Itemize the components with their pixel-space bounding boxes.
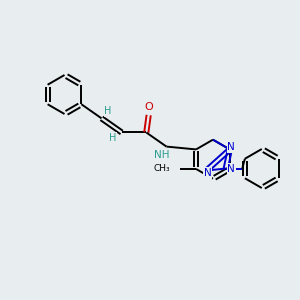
Text: N: N <box>227 164 235 173</box>
Text: NH: NH <box>154 150 170 160</box>
Text: N: N <box>204 168 212 178</box>
Text: H: H <box>109 133 116 143</box>
Text: H: H <box>104 106 112 116</box>
Text: O: O <box>144 102 153 112</box>
Text: CH₃: CH₃ <box>153 164 170 173</box>
Text: N: N <box>227 142 235 152</box>
